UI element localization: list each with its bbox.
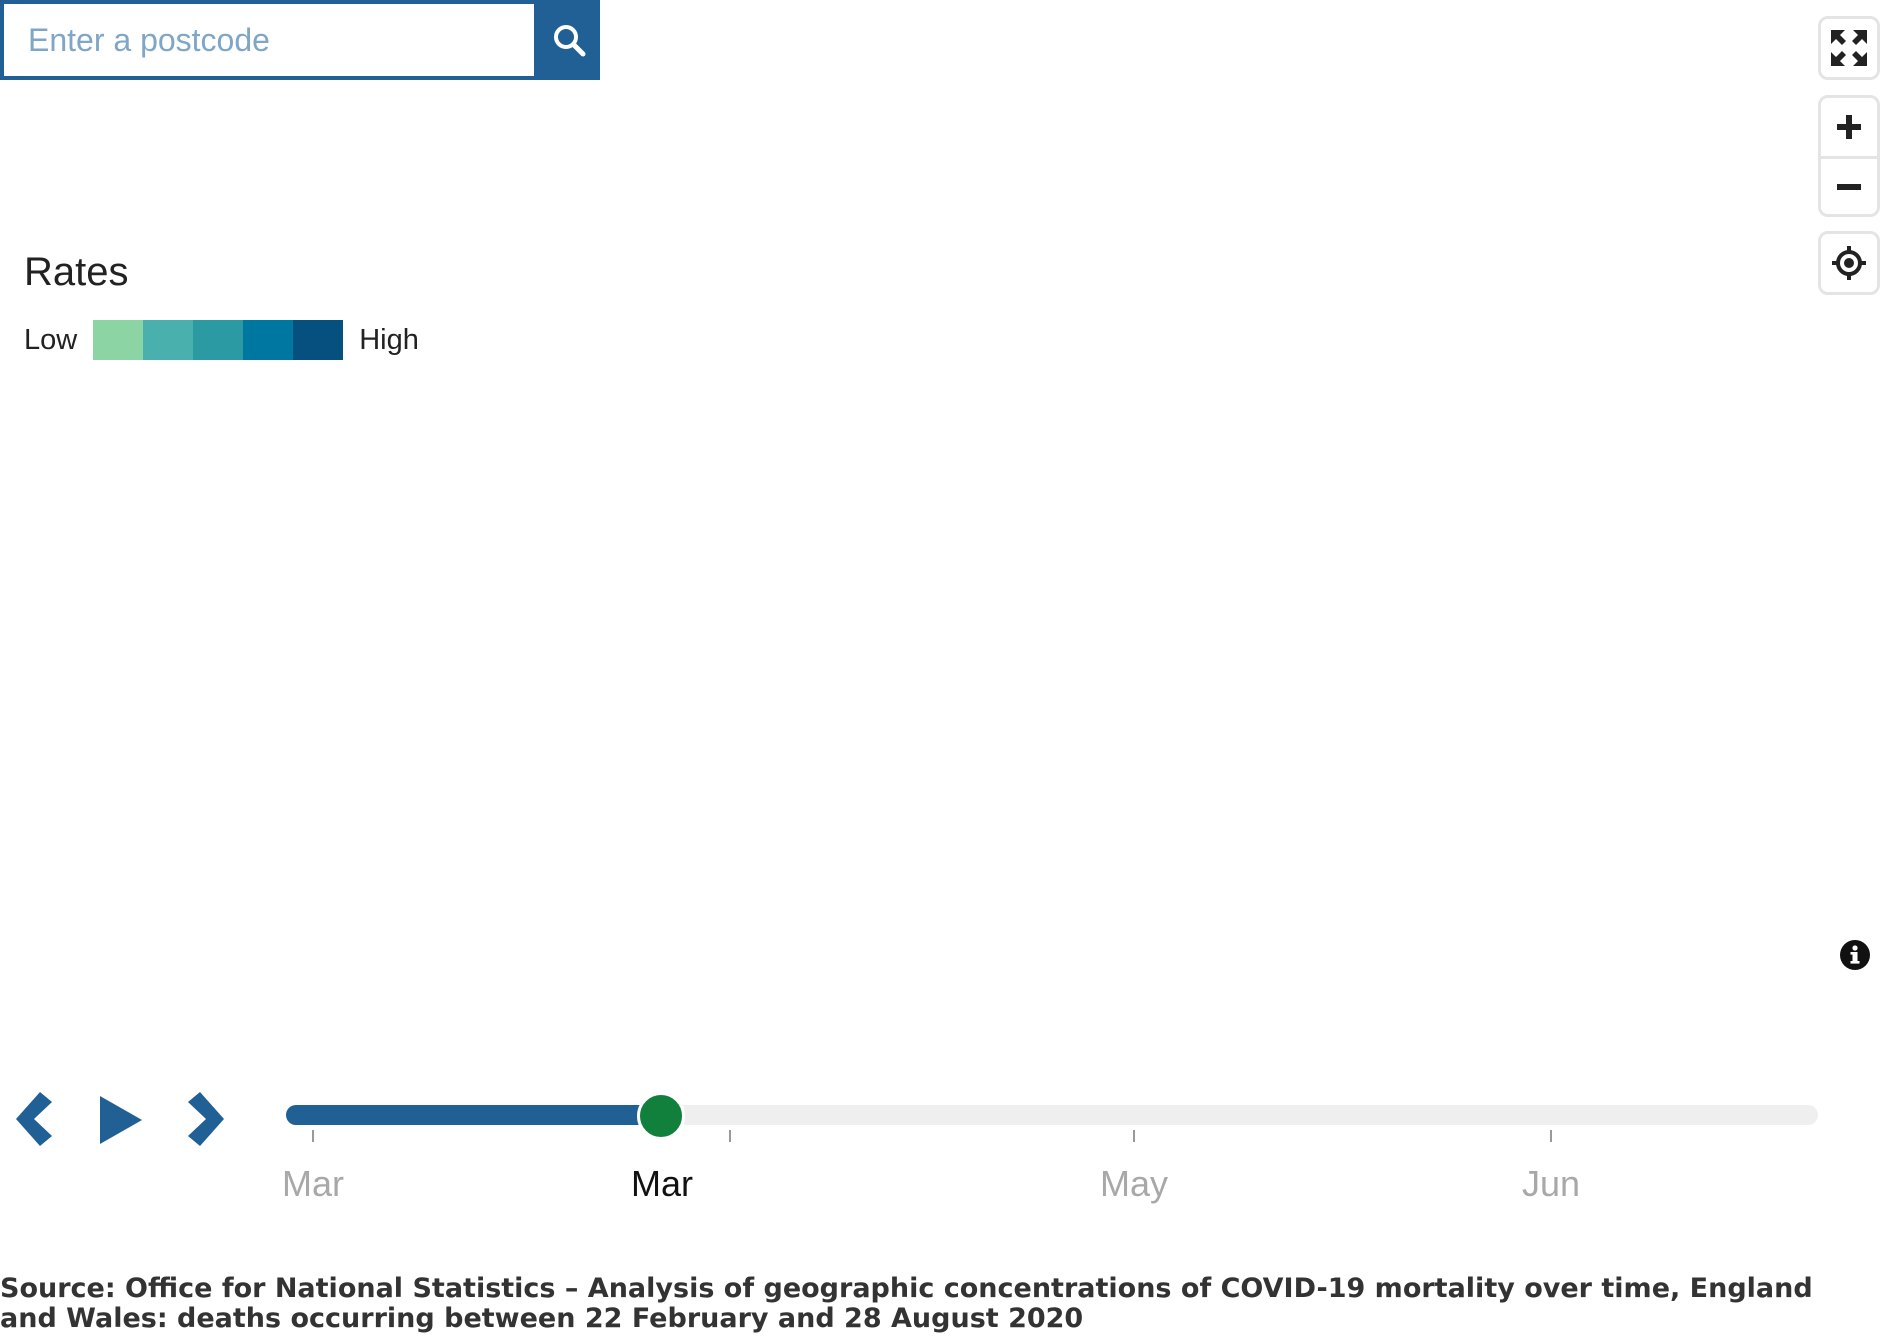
zoom-in-button[interactable] <box>1821 98 1877 156</box>
legend-color-scale <box>93 320 344 360</box>
legend-swatch <box>93 320 144 360</box>
plus-icon <box>1837 115 1861 139</box>
zoom-control <box>1818 95 1880 217</box>
fullscreen-control <box>1818 16 1880 80</box>
chevron-left-icon <box>16 1092 52 1146</box>
postcode-input[interactable] <box>0 0 538 80</box>
minus-icon <box>1837 183 1861 190</box>
slider-progress <box>286 1105 662 1125</box>
next-button[interactable] <box>184 1090 226 1151</box>
previous-button[interactable] <box>14 1090 56 1151</box>
timeline-label: Mar <box>282 1163 344 1204</box>
fullscreen-icon <box>1831 30 1867 66</box>
locate-icon <box>1832 246 1866 280</box>
legend-swatch <box>143 320 194 360</box>
timeline-tick <box>1133 1130 1135 1142</box>
legend-high-label: High <box>359 324 419 356</box>
timeline-label: Jun <box>1521 1163 1581 1204</box>
search-button[interactable] <box>538 0 600 80</box>
legend-title: Rates <box>24 250 129 294</box>
slider-handle[interactable] <box>637 1092 686 1140</box>
geolocate-button[interactable] <box>1821 234 1877 292</box>
timeline-label: May <box>1099 1163 1168 1204</box>
search-icon <box>554 25 586 57</box>
legend: Low High <box>24 320 419 360</box>
timeline-tick <box>1550 1130 1552 1142</box>
play-button[interactable] <box>98 1094 144 1149</box>
timeline-tick <box>729 1130 731 1142</box>
info-icon[interactable] <box>1839 939 1871 971</box>
chevron-right-icon <box>188 1092 224 1146</box>
geolocate-control <box>1818 231 1880 295</box>
timeline-tick <box>312 1130 314 1142</box>
timeline-label-current: Mar <box>631 1163 693 1204</box>
legend-low-label: Low <box>24 324 78 356</box>
legend-swatch <box>293 320 344 360</box>
legend-swatch <box>243 320 294 360</box>
postcode-search <box>0 0 600 80</box>
play-icon <box>100 1096 142 1144</box>
source-note: Source: Office for National Statistics –… <box>0 1273 1813 1334</box>
legend-swatch <box>193 320 244 360</box>
timeline-slider: Mar Mar May Jun <box>0 1080 1884 1230</box>
zoom-out-button[interactable] <box>1821 156 1877 214</box>
fullscreen-button[interactable] <box>1821 19 1877 77</box>
